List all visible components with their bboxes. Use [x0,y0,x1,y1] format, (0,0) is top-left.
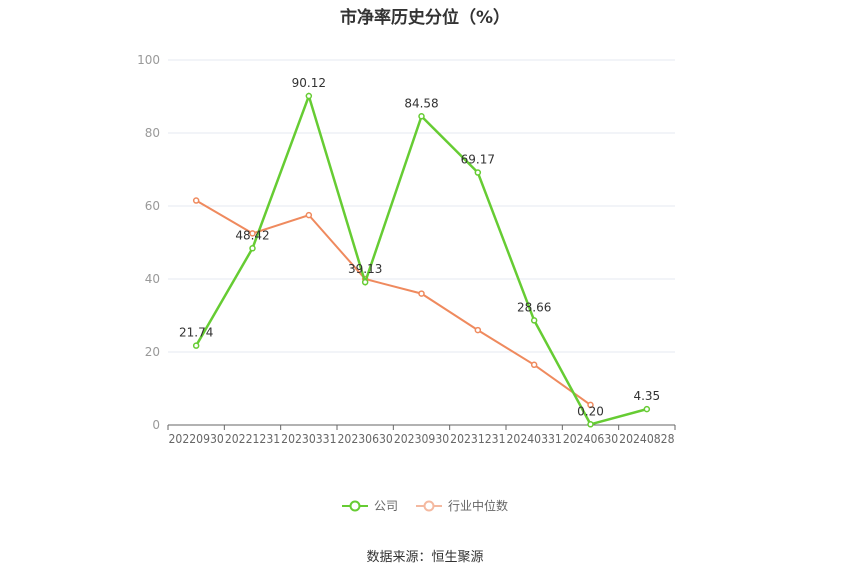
x-tick-label: 20230930 [394,432,449,446]
data-point [474,169,482,176]
legend-line-icon [341,500,368,511]
data-label: 28.66 [517,300,551,314]
series-line-industry-median [195,199,592,406]
x-tick-label: 20240331 [507,432,562,446]
data-label: 84.58 [404,96,438,110]
data-point [192,197,200,204]
data-label: 4.35 [633,389,660,403]
data-label: 69.17 [461,153,495,167]
chart-title: 市净率历史分位（%） [339,8,511,28]
data-label: 90.12 [292,76,326,90]
data-point [305,92,313,100]
data-label: 0.20 [577,404,604,418]
x-tick-label: 20221231 [225,432,280,446]
data-source: 数据来源：恒生聚源 [366,550,484,565]
data-label: 21.74 [179,326,213,340]
series-line-company [195,92,648,426]
data-point [587,401,594,409]
x-tick-label: 20240630 [563,432,618,446]
data-point [249,230,256,237]
data-label: 48.42 [235,228,269,242]
legend-label-company: 公司 [373,499,398,513]
data-point [192,342,200,349]
legend-line-icon [416,500,442,511]
legend-label-industry-median: 行业中位数 [448,499,509,513]
x-tick-label: 20231231 [450,432,505,446]
data-point [418,290,425,297]
x-tick-label: 20230630 [338,432,393,446]
data-point [305,211,313,219]
legend-item-company[interactable]: 公司 [341,497,398,514]
y-tick-label: 40 [145,272,160,286]
data-point [418,113,425,120]
y-tick-label: 100 [137,53,160,67]
y-tick-label: 60 [145,199,160,213]
data-label: 39.13 [348,262,382,276]
data-point [474,326,482,334]
y-tick-label: 0 [152,418,160,432]
legend: 公司 行业中位数 [0,497,850,514]
legend-item-industry-median[interactable]: 行业中位数 [416,497,508,514]
data-point [643,405,651,413]
y-tick-label: 20 [145,345,160,359]
x-tick-label: 20220930 [169,432,224,446]
x-tick-label: 20240828 [619,432,674,446]
data-point [530,317,538,324]
data-point [249,245,256,252]
y-tick-label: 80 [145,126,160,140]
x-tick-label: 20230331 [281,432,336,446]
data-point [530,361,538,369]
data-point [587,421,594,428]
data-point [361,278,369,286]
